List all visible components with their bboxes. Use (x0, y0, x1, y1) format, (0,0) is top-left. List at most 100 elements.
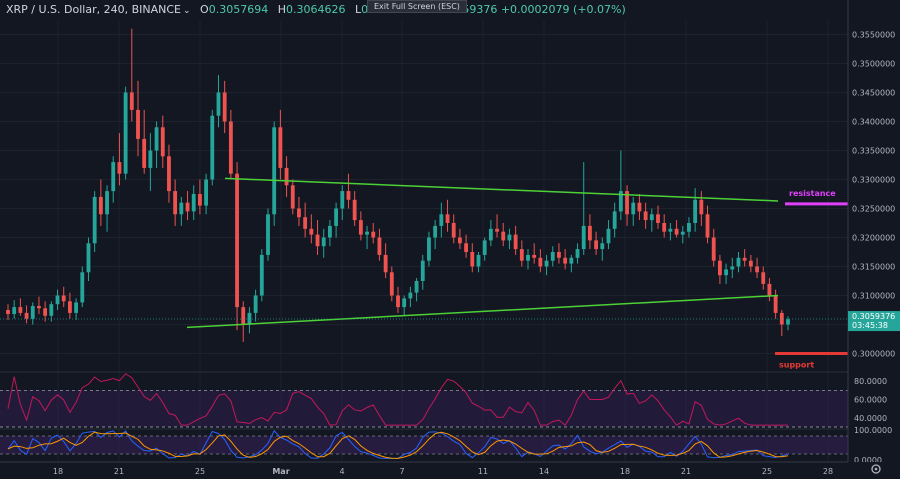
candle-body (755, 266, 759, 273)
candlestick-series (6, 28, 790, 342)
candle-body (649, 214, 654, 221)
candle-body (513, 234, 518, 250)
candle-body (488, 228, 493, 241)
gear-icon[interactable] (871, 464, 881, 474)
indicator-panels (0, 371, 848, 459)
candle-body (507, 234, 512, 241)
candle-body (67, 301, 72, 313)
candle-body (643, 211, 648, 221)
candle-body (327, 225, 332, 238)
candle-body (167, 156, 171, 192)
drawings[interactable]: resistance support (0, 177, 852, 370)
time-tick-label: 25 (195, 467, 205, 476)
candle-body (501, 231, 506, 241)
candle-body (290, 185, 295, 209)
price-axis-bg (848, 0, 900, 479)
symbol-title[interactable]: XRP / U.S. Dollar, 240, BINANCE (6, 3, 181, 16)
candle-body (482, 240, 487, 255)
candle-body (80, 272, 85, 303)
stoch-d-line (7, 431, 789, 459)
time-tick-label: 21 (114, 467, 124, 476)
candle-body (389, 272, 394, 296)
time-tick-label: Mar (272, 467, 289, 476)
price-tick-label: 0.3450000 (852, 89, 895, 98)
candle-body (235, 173, 239, 308)
candle-body (43, 308, 48, 316)
candle-body (587, 225, 592, 241)
time-tick-label: 25 (762, 467, 772, 476)
price-tick-label: 0.3500000 (852, 60, 895, 69)
candle-body (30, 305, 35, 319)
candle-body (668, 228, 673, 232)
candle-body (222, 92, 227, 122)
candle-body (309, 228, 314, 235)
candle-body (358, 220, 363, 235)
candle-body (37, 305, 41, 309)
candle-body (606, 228, 611, 244)
candle-body (717, 260, 722, 276)
candle-body (105, 191, 109, 215)
high-label: H (277, 3, 286, 16)
rsi-tick-label: 80.0000 (854, 377, 887, 386)
candle-body (594, 240, 599, 250)
rsi-tick-label: 60.0000 (854, 396, 887, 405)
candle-body (786, 319, 790, 325)
candle-body (557, 252, 561, 258)
candle-body (321, 237, 326, 247)
candle-body (662, 223, 667, 232)
candle-body (618, 191, 623, 212)
candle-body (420, 260, 425, 281)
candle-body (98, 196, 103, 215)
exit-fullscreen-button[interactable]: Exit Full Screen (ESC) (367, 0, 467, 13)
candle-body (612, 211, 617, 229)
candle-body (742, 257, 747, 261)
candle-body (526, 254, 530, 261)
candle-body (129, 92, 134, 110)
support-label: support (779, 361, 814, 370)
candle-body (538, 257, 543, 267)
candle-body (451, 223, 456, 238)
candle-body (92, 196, 97, 244)
last-price-marker (848, 311, 900, 332)
candle-body (61, 295, 66, 302)
lower-trendline (186, 294, 779, 329)
candle-body (761, 272, 766, 284)
candle-body (24, 312, 29, 319)
candle-body (142, 138, 147, 168)
candle-body (74, 302, 79, 313)
price-tick-label: 0.3200000 (852, 234, 895, 243)
candle-body (705, 214, 710, 238)
price-tick-label: 0.3400000 (852, 118, 895, 127)
gear-icon-hub (874, 467, 878, 471)
candle-body (123, 92, 128, 174)
candle-body (55, 295, 60, 305)
candle-body (495, 228, 499, 232)
candle-body (204, 179, 209, 206)
open-value: 0.3057694 (208, 3, 269, 16)
candle-body (625, 191, 629, 215)
candle-body (457, 237, 462, 244)
chevron-down-icon[interactable]: ⌄ (183, 6, 191, 16)
candle-body (476, 254, 481, 267)
resistance-label: resistance (789, 189, 836, 198)
price-tick-label: 0.3250000 (852, 205, 895, 214)
rsi-band (0, 390, 848, 427)
time-tick-label: 7 (399, 467, 404, 476)
candle-body (86, 243, 91, 273)
candle-body (18, 307, 23, 313)
candle-body (334, 208, 339, 226)
price-tick-label: 0.3000000 (852, 350, 895, 359)
candle-body (377, 237, 382, 255)
candle-body (680, 231, 685, 235)
candle-body (160, 127, 165, 157)
candle-body (748, 260, 753, 267)
candle-body (532, 254, 537, 258)
candle-body (396, 295, 400, 308)
candle-body (216, 92, 221, 116)
stoch-tick-label: 100.0000 (854, 426, 892, 435)
candle-body (49, 304, 54, 316)
candle-body (111, 162, 116, 192)
upper-trendline (224, 177, 779, 202)
